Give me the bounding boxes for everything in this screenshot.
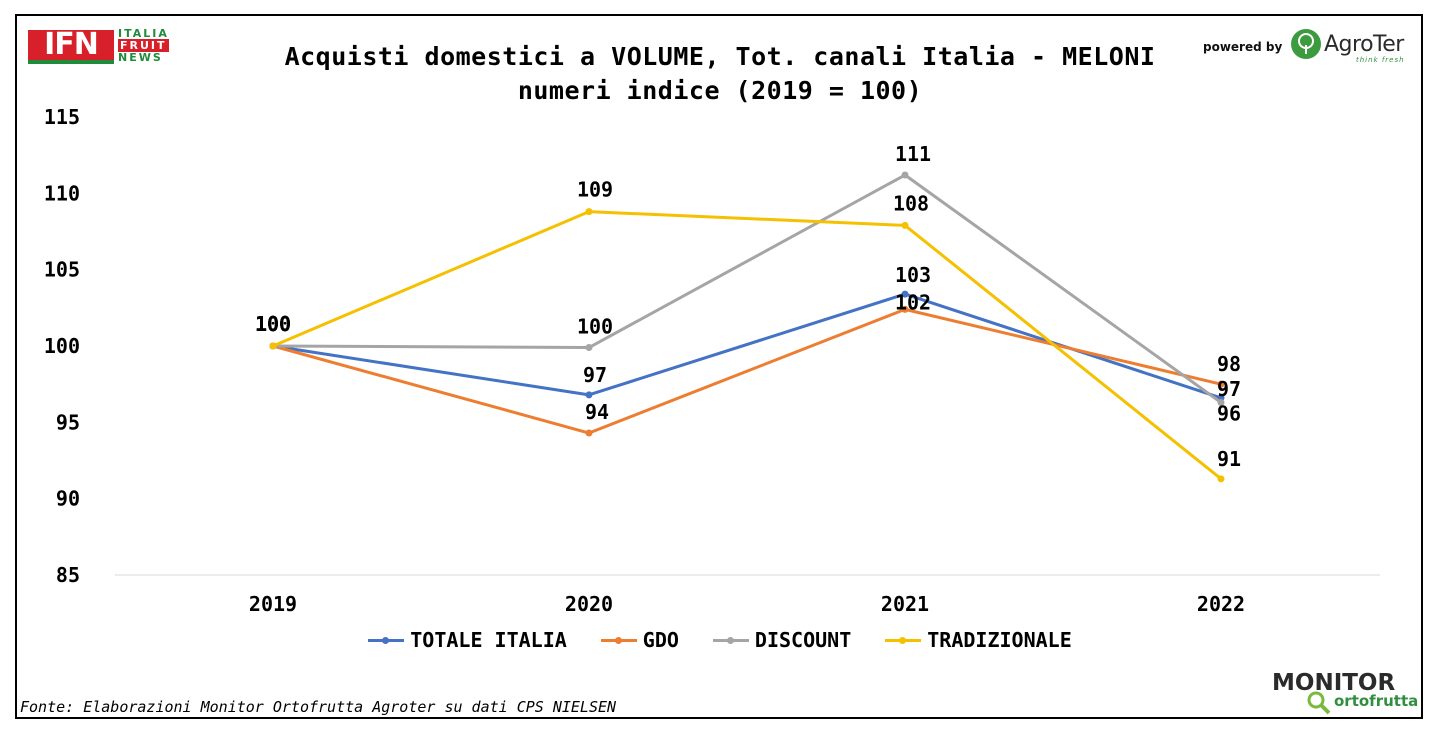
data-label-gdo: 102 xyxy=(895,290,931,314)
x-tick-label: 2020 xyxy=(565,592,613,616)
agroter-logo-tagline: think fresh xyxy=(1356,56,1405,64)
y-tick-label: 90 xyxy=(56,487,80,511)
data-label-totale: 97 xyxy=(1217,377,1241,401)
series-line-tradizionale xyxy=(272,210,1222,480)
data-label-gdo: 100 xyxy=(255,312,291,336)
x-tick-label: 2019 xyxy=(249,592,297,616)
legend-swatch-totale xyxy=(368,633,405,647)
chart-title: Acquisti domestici a VOLUME, Tot. canali… xyxy=(170,40,1270,108)
data-label-tradizionale: 100 xyxy=(255,312,291,336)
ifn-logo-line2: FRUIT xyxy=(118,39,169,52)
monitor-logo-line1: MONITOR xyxy=(1272,670,1396,696)
legend-label-totale: TOTALE ITALIA xyxy=(410,628,567,652)
data-point-gdo xyxy=(901,305,909,313)
data-point-tradizionale xyxy=(901,221,909,229)
x-tick-label: 2021 xyxy=(881,592,929,616)
data-point-totale xyxy=(585,391,593,399)
data-label-totale: 100 xyxy=(255,312,291,336)
y-tick-label: 95 xyxy=(56,410,80,434)
y-tick-label: 85 xyxy=(56,563,80,587)
ifn-logo: IFN ITALIA FRUIT NEWS xyxy=(28,28,173,66)
series-lines xyxy=(269,171,1225,483)
series-line-discount xyxy=(272,173,1222,404)
data-point-tradizionale xyxy=(585,208,593,216)
ifn-logo-text: ITALIA FRUIT NEWS xyxy=(118,28,169,64)
data-label-totale: 103 xyxy=(895,263,931,287)
ifn-logo-line3: NEWS xyxy=(118,51,163,64)
data-point-tradizionale xyxy=(1217,475,1225,483)
data-point-discount xyxy=(585,344,593,352)
data-point-gdo xyxy=(1217,380,1225,388)
magnifier-icon xyxy=(1307,691,1331,715)
y-tick-label: 110 xyxy=(44,181,80,205)
legend-item-gdo: GDO xyxy=(600,628,679,652)
data-label-gdo: 94 xyxy=(585,400,609,424)
data-point-discount xyxy=(901,171,909,179)
y-axis-ticks: 85 90 95 100 105 110 115 xyxy=(44,105,80,587)
data-label-tradizionale: 91 xyxy=(1217,447,1241,471)
source-note: Fonte: Elaborazioni Monitor Ortofrutta A… xyxy=(20,698,617,716)
data-label-discount: 100 xyxy=(577,315,613,339)
chart-frame xyxy=(15,14,1423,719)
data-point-gdo xyxy=(585,429,593,437)
data-label-totale: 97 xyxy=(583,363,607,387)
monitor-logo-line2: ortofrutta xyxy=(1334,692,1419,710)
legend-item-totale: TOTALE ITALIA xyxy=(368,628,567,652)
data-label-discount: 111 xyxy=(895,142,931,166)
legend-swatch-tradizionale xyxy=(885,633,922,647)
x-tick-label: 2022 xyxy=(1197,592,1245,616)
legend-item-discount: DISCOUNT xyxy=(712,628,852,652)
data-point-discount xyxy=(1217,398,1225,406)
data-label-gdo: 98 xyxy=(1217,352,1241,376)
legend-swatch-gdo xyxy=(600,633,637,647)
chart-title-line1: Acquisti domestici a VOLUME, Tot. canali… xyxy=(284,42,1156,71)
data-label-discount: 96 xyxy=(1217,401,1241,425)
y-tick-label: 105 xyxy=(44,258,80,282)
ifn-logo-line1: ITALIA xyxy=(118,27,169,40)
legend-swatch-discount xyxy=(712,633,749,647)
y-tick-label: 115 xyxy=(44,105,80,129)
chart-title-line2: numeri indice (2019 = 100) xyxy=(517,76,923,105)
data-point-tradizionale xyxy=(269,342,277,350)
ifn-logo-mark: IFN xyxy=(28,30,114,64)
monitor-ortofrutta-logo: MONITOR ortofrutta xyxy=(1272,668,1419,715)
data-point-totale xyxy=(901,290,909,298)
series-line-gdo xyxy=(272,307,1222,435)
data-label-discount: 100 xyxy=(255,312,291,336)
legend-label-gdo: GDO xyxy=(642,628,679,652)
data-label-tradizionale: 109 xyxy=(577,178,613,202)
agroter-logo: AgroTer think fresh xyxy=(1290,28,1420,68)
powered-by-label: powered by xyxy=(1203,40,1283,54)
legend-label-discount: DISCOUNT xyxy=(754,628,852,652)
agroter-logo-name: AgroTer xyxy=(1324,32,1404,57)
x-axis-ticks: 2019 2020 2021 2022 xyxy=(249,592,1245,616)
legend-label-tradizionale: TRADIZIONALE xyxy=(927,628,1072,652)
y-tick-label: 100 xyxy=(44,334,80,358)
legend-item-tradizionale: TRADIZIONALE xyxy=(885,628,1072,652)
legend: TOTALE ITALIA GDO DISCOUNT TRADIZIONALE xyxy=(0,628,1440,652)
tree-icon xyxy=(1291,29,1321,59)
data-label-tradizionale: 108 xyxy=(893,191,929,215)
